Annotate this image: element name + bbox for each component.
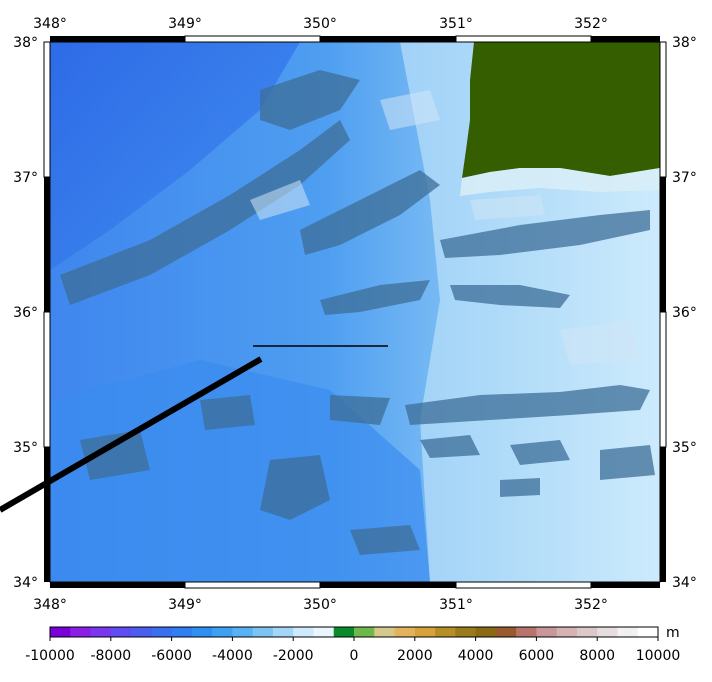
lon-label-bottom: 348° (33, 597, 67, 613)
colorbar-swatch (637, 627, 659, 637)
seafloor-highlights (250, 90, 640, 365)
coastal-shelf (460, 168, 660, 196)
lon-label-bottom: 349° (168, 597, 202, 613)
colorbar-swatch (556, 627, 578, 637)
lat-label-right: 34° (672, 575, 697, 591)
colorbar-swatch (435, 627, 456, 637)
lat-label-right: 38° (672, 35, 697, 51)
colorbar-swatch (70, 627, 92, 637)
lon-labels-bottom: 348° 349° 350° 351° 352° (33, 597, 608, 613)
lon-label-bottom: 351° (439, 597, 473, 613)
colorbar-swatch (475, 627, 497, 637)
lon-label-top: 348° (33, 16, 67, 32)
colorbar-swatch (110, 627, 132, 637)
colorbar-tick-label: -2000 (273, 648, 314, 664)
colorbar-tick-label: 8000 (579, 648, 615, 664)
colorbar-swatch (272, 627, 294, 637)
map-area (50, 42, 660, 582)
colorbar-swatch (50, 627, 71, 637)
seafloor-ridges (60, 70, 655, 555)
colorbar-tick-label: -6000 (151, 648, 192, 664)
lon-label-bottom: 350° (303, 597, 337, 613)
frame-scale-bars (43, 35, 667, 589)
colorbar-swatch (212, 627, 233, 637)
colorbar-tick-label: 6000 (519, 648, 555, 664)
colorbar-tick-label: 0 (350, 648, 359, 664)
lon-label-top: 351° (439, 16, 473, 32)
colorbar-tick-label: -8000 (90, 648, 131, 664)
colorbar-swatch (313, 627, 335, 637)
colorbar: -10000 -8000 -6000 -4000 -2000 0 2000 4000 6000 8… (25, 625, 680, 664)
colorbar-swatch (394, 627, 416, 637)
colorbar-swatch (576, 627, 598, 637)
colorbar-swatch (536, 627, 558, 637)
lat-label-right: 37° (672, 170, 697, 186)
colorbar-swatch (495, 627, 517, 637)
colorbar-swatch (191, 627, 213, 637)
lat-label-right: 36° (672, 305, 697, 321)
lon-label-bottom: 352° (574, 597, 608, 613)
lat-labels-left: 38° 37° 36° 35° 34° (13, 35, 38, 591)
lat-label-right: 35° (672, 440, 697, 456)
lon-label-top: 352° (574, 16, 608, 32)
colorbar-swatch (333, 627, 355, 637)
lon-labels-top: 348° 349° 350° 351° 352° (33, 16, 608, 32)
colorbar-tick-label: 2000 (397, 648, 433, 664)
colorbar-swatch (293, 627, 314, 637)
colorbar-swatch (597, 627, 618, 637)
colorbar-swatch (374, 627, 396, 637)
colorbar-tick-label: -4000 (212, 648, 253, 664)
colorbar-tick-label: 10000 (636, 648, 681, 664)
colorbar-swatch (516, 627, 537, 637)
colorbar-ticks: -10000 -8000 -6000 -4000 -2000 0 2000 4000 6000 8… (25, 637, 680, 664)
colorbar-swatch (131, 627, 152, 637)
track-line (0, 356, 263, 513)
colorbar-tick-label: -10000 (25, 648, 75, 664)
colorbar-unit: m (666, 625, 680, 641)
land-area (462, 42, 660, 178)
colorbar-swatch (90, 627, 112, 637)
lat-label-left: 36° (13, 305, 38, 321)
colorbar-swatch (617, 627, 639, 637)
colorbar-swatch (151, 627, 173, 637)
lat-label-left: 35° (13, 440, 38, 456)
lat-label-left: 34° (13, 575, 38, 591)
lon-label-top: 349° (168, 16, 202, 32)
lat-label-left: 37° (13, 170, 38, 186)
colorbar-swatch (455, 627, 477, 637)
colorbar-swatch (171, 627, 193, 637)
colorbar-tick-label: 4000 (458, 648, 494, 664)
colorbar-swatch (414, 627, 436, 637)
lon-label-top: 350° (303, 16, 337, 32)
colorbar-swatch (232, 627, 254, 637)
deep-basin-northwest (50, 42, 300, 270)
lat-label-left: 38° (13, 35, 38, 51)
colorbar-swatch (252, 627, 274, 637)
colorbar-swatches (50, 627, 659, 637)
colorbar-swatch (354, 627, 375, 637)
lat-labels-right: 38° 37° 36° 35° 34° (672, 35, 697, 591)
